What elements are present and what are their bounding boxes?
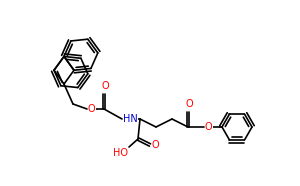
Text: HO: HO [113,148,128,158]
Text: O: O [205,122,213,132]
Text: O: O [101,81,109,91]
Text: O: O [185,99,193,109]
Text: HN: HN [123,114,138,124]
Text: O: O [152,140,160,150]
Text: O: O [88,104,96,114]
